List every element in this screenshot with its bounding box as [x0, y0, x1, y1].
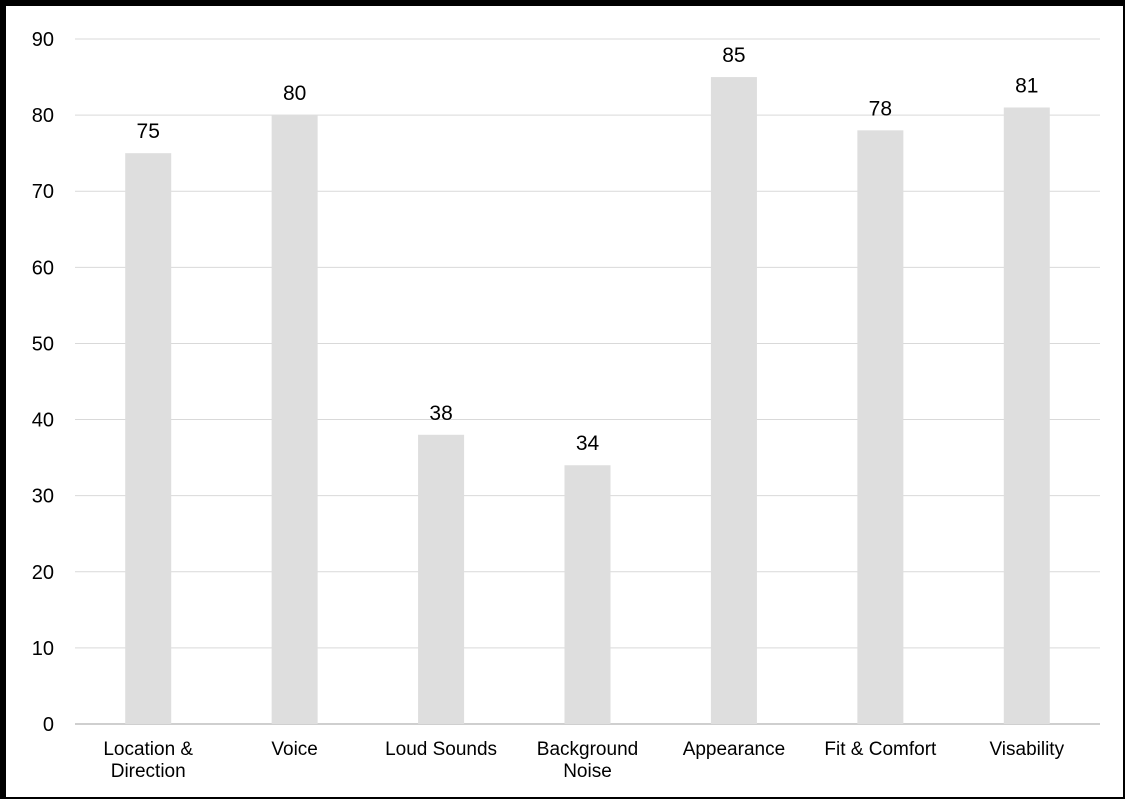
- y-tick-label: 10: [32, 638, 54, 660]
- bar: [857, 130, 903, 724]
- category-label-line: Location &: [103, 739, 193, 760]
- bar: [565, 465, 611, 724]
- data-label: 80: [283, 82, 306, 105]
- bar: [418, 435, 464, 724]
- bar: [272, 115, 318, 724]
- bars: [125, 77, 1050, 724]
- data-label: 75: [137, 120, 160, 143]
- y-tick-label: 80: [32, 105, 54, 127]
- category-label: Background Noise: [537, 739, 638, 782]
- data-label: 85: [722, 44, 745, 67]
- y-tick-label: 70: [32, 181, 54, 203]
- category-label-line: Appearance: [683, 739, 785, 760]
- y-tick-label: 20: [32, 562, 54, 584]
- data-label: 81: [1015, 75, 1038, 98]
- category-label-line: Noise: [563, 761, 612, 782]
- category-label: Loud Sounds: [385, 739, 497, 760]
- bar: [711, 77, 757, 724]
- category-label-line: Visability: [989, 739, 1064, 760]
- category-label: Visability: [989, 739, 1064, 760]
- category-label-line: Background: [537, 739, 638, 760]
- x-axis-categories: Location & Direction Voice Loud Sounds Backg…: [103, 739, 1064, 782]
- category-label-line: Fit & Comfort: [824, 739, 937, 760]
- bar: [1004, 108, 1050, 725]
- category-label-line: Loud Sounds: [385, 739, 497, 760]
- data-label: 34: [576, 432, 600, 455]
- category-label: Voice: [271, 739, 317, 760]
- category-label-line: Voice: [271, 739, 317, 760]
- y-tick-label: 60: [32, 257, 54, 279]
- category-label-line: Direction: [111, 761, 186, 782]
- y-axis-ticks: 0 10 20 30 40 50 60 70 80 90: [32, 29, 54, 736]
- data-label: 78: [869, 97, 892, 120]
- category-label: Fit & Comfort: [824, 739, 937, 760]
- data-label: 38: [429, 402, 452, 425]
- bar: [125, 153, 171, 724]
- y-tick-label: 30: [32, 486, 54, 508]
- y-tick-label: 0: [43, 714, 54, 736]
- category-label: Appearance: [683, 739, 785, 760]
- y-tick-label: 90: [32, 29, 54, 51]
- y-tick-label: 50: [32, 333, 54, 355]
- y-tick-label: 40: [32, 410, 54, 432]
- category-label: Location & Direction: [103, 739, 193, 782]
